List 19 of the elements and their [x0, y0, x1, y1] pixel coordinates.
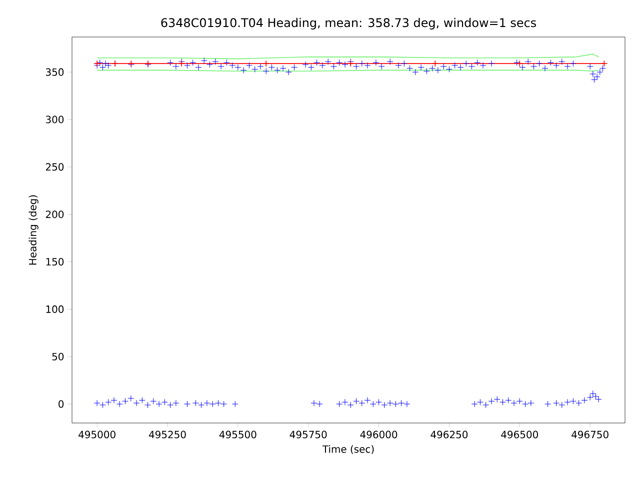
- x-tick-label: 496500: [501, 430, 538, 438]
- x-tick-label: 495500: [219, 430, 256, 438]
- y-tick-label: 0: [58, 400, 64, 408]
- y-tick-label: 300: [46, 116, 64, 124]
- y-tick-label: 350: [46, 68, 64, 76]
- y-tick-label: 200: [46, 210, 64, 218]
- x-tick-label: 496250: [430, 430, 468, 438]
- y-tick-label: 100: [46, 305, 64, 313]
- x-tick-label: 495000: [78, 430, 116, 438]
- y-axis-title: Heading (deg): [28, 195, 38, 265]
- y-tick-label: 150: [46, 258, 64, 266]
- x-tick-label: 495750: [290, 430, 327, 438]
- x-axis-title: Time (sec): [322, 445, 374, 454]
- x-tick-label: 496750: [572, 430, 608, 438]
- y-tick-label: 50: [52, 352, 64, 360]
- chart-title: 6348C01910.T04 Heading, mean: 358.73 deg, window=1 secs: [161, 18, 536, 30]
- x-tick-label: 495250: [148, 430, 186, 438]
- x-tick-label: 496000: [360, 430, 398, 438]
- y-tick-label: 250: [46, 163, 64, 171]
